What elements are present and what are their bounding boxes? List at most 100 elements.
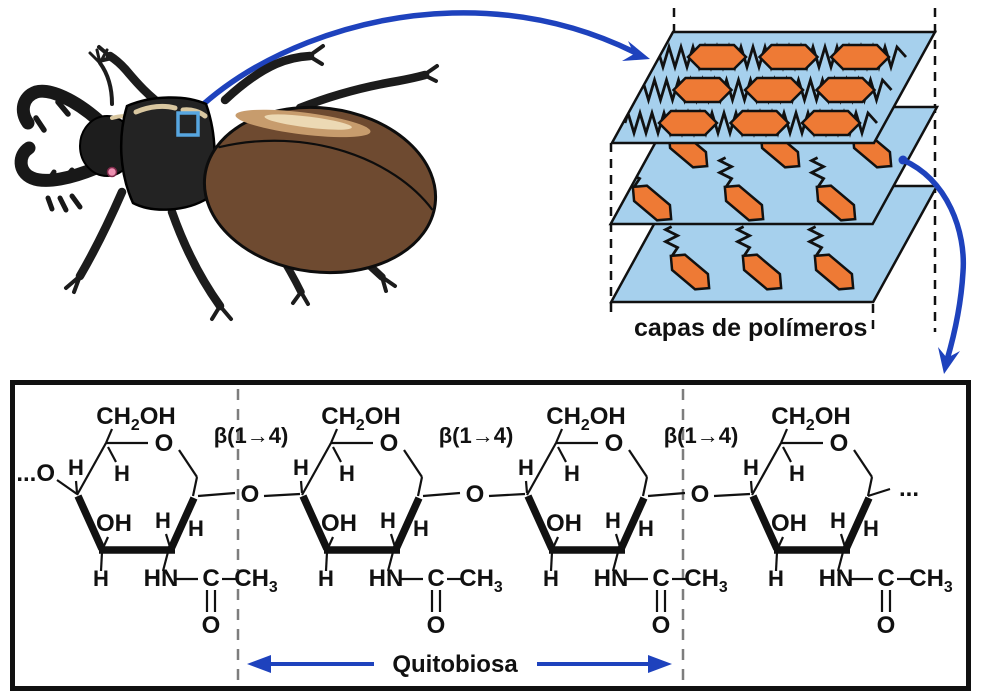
h-label: H	[68, 455, 84, 480]
carbonyl-o-label: O	[652, 612, 671, 639]
beetle-thorax-highlight	[133, 103, 208, 119]
monomer-hexagon	[829, 43, 891, 71]
polymer-zigzag-chain	[806, 225, 825, 258]
h-label: H	[564, 461, 580, 486]
monomer-hexagon	[669, 253, 711, 291]
bond-line	[853, 449, 873, 478]
monomer-hexagon	[631, 184, 673, 222]
beetle-pink-spot	[106, 166, 118, 178]
bond-line	[392, 496, 423, 551]
h-label: H	[638, 516, 654, 541]
bond-line	[197, 491, 236, 498]
h-label: H	[114, 461, 130, 486]
bond-line	[386, 551, 395, 572]
monomer-hexagon	[815, 184, 857, 222]
bond-line	[324, 551, 329, 572]
ch3-label: CH3	[909, 565, 953, 596]
bond-line	[628, 449, 648, 478]
bond-line	[403, 449, 423, 478]
c-label: C	[652, 565, 669, 592]
h-label: H	[863, 516, 879, 541]
h-label: H	[543, 566, 559, 591]
bond-line	[611, 551, 620, 572]
beetle-mandibles	[14, 84, 105, 213]
hn-label: HN	[369, 565, 404, 592]
bond-line	[161, 551, 170, 572]
ch3-label: CH3	[234, 565, 278, 596]
bond-line	[299, 480, 304, 494]
arrow-layers-to-structure	[898, 155, 967, 374]
zoom-region-box	[176, 111, 200, 137]
bond-line	[74, 494, 106, 551]
monomer-hexagon	[757, 43, 820, 71]
oh-label: OH	[321, 510, 357, 537]
bond-line	[332, 446, 342, 463]
glycosidic-oxygen-label: O	[466, 481, 485, 508]
h-label: H	[605, 508, 621, 533]
h-label: H	[155, 508, 171, 533]
h-label: H	[188, 516, 204, 541]
ring-oxygen-label: O	[830, 430, 849, 457]
right-terminal-label: ...	[899, 475, 919, 502]
polymer-layers-diagram	[608, 8, 940, 334]
hn-label: HN	[594, 565, 629, 592]
oh-label: OH	[546, 510, 582, 537]
bond-line	[301, 442, 332, 496]
h-label: H	[293, 455, 309, 480]
carbonyl-o-label: O	[427, 612, 446, 639]
bond-line	[749, 480, 754, 494]
bond-line	[74, 480, 79, 494]
linkage-label: β(1→4)	[214, 423, 289, 448]
bond-line	[107, 446, 117, 463]
beetle-elytra	[202, 105, 438, 275]
h-label: H	[318, 566, 334, 591]
bond-line	[866, 476, 874, 497]
polymer-zigzag-chain	[716, 156, 735, 189]
monomer-hexagon	[814, 76, 877, 104]
monomer-hexagon	[728, 109, 791, 137]
polymer-zigzag-chain	[734, 225, 753, 258]
polymer-layer-content	[623, 42, 908, 138]
h-label: H	[339, 461, 355, 486]
h-label: H	[789, 461, 805, 486]
linkage-label: β(1→4)	[439, 423, 514, 448]
bond-line	[488, 492, 526, 498]
bond-line	[647, 491, 686, 498]
bond-line	[842, 496, 873, 551]
h-label: H	[743, 455, 759, 480]
bond-line	[526, 442, 557, 496]
bond-line	[299, 494, 331, 551]
bond-line	[422, 491, 461, 498]
bond-line	[191, 476, 199, 497]
bond-line	[554, 428, 564, 444]
monomer-hexagon	[723, 184, 765, 222]
quitobiosa-bracket: Quitobiosa	[247, 651, 672, 678]
arrow-beetle-to-layers	[194, 10, 650, 113]
bond-line	[617, 496, 648, 551]
h-label: H	[413, 516, 429, 541]
glycosidic-oxygen-label: O	[691, 481, 710, 508]
hn-label: HN	[144, 565, 179, 592]
hn-label: HN	[819, 565, 854, 592]
bond-line	[416, 476, 424, 497]
h-label: H	[93, 566, 109, 591]
bond-line	[867, 487, 891, 498]
bond-line	[549, 551, 554, 572]
bond-line	[524, 494, 556, 551]
h-label: H	[380, 508, 396, 533]
bond-line	[76, 442, 107, 496]
bond-line	[774, 551, 779, 572]
ch3-label: CH3	[684, 565, 728, 596]
polymer-zigzag-chain	[662, 225, 681, 258]
carbonyl-o-label: O	[202, 612, 221, 639]
beetle-illustration	[14, 44, 439, 321]
monomer-hexagon	[813, 253, 855, 291]
bond-line	[779, 428, 789, 444]
bond-line	[557, 446, 567, 463]
bond-line	[99, 551, 104, 572]
ring-oxygen-label: O	[605, 430, 624, 457]
